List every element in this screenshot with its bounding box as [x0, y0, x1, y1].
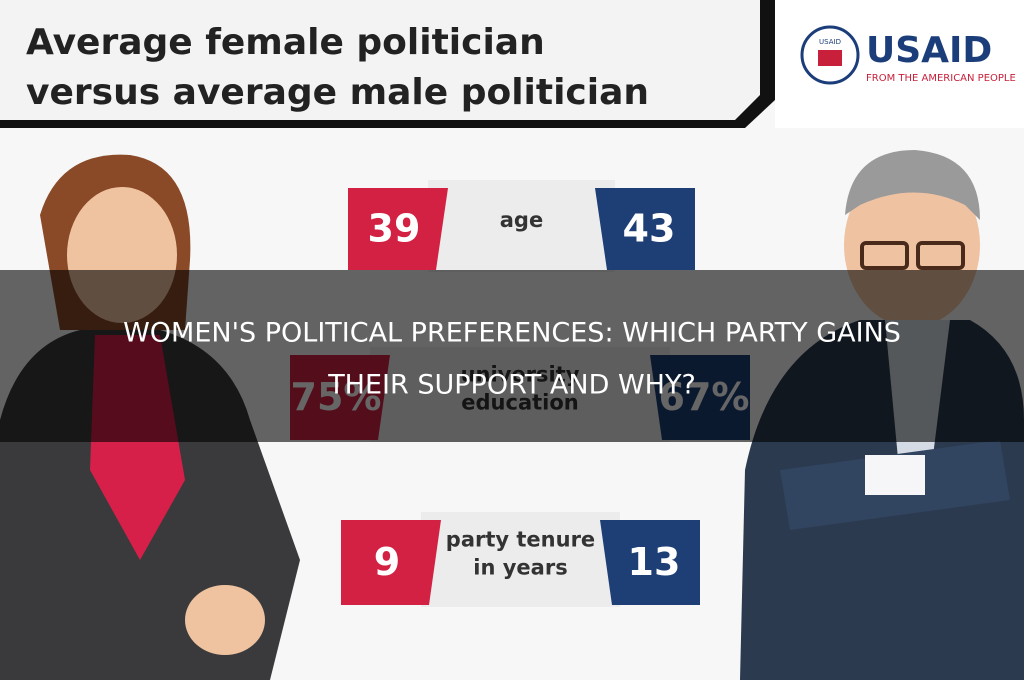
row-label: in years	[473, 556, 567, 580]
left-value: 9	[374, 540, 400, 584]
row-label: party tenure	[446, 528, 595, 552]
label-box	[428, 180, 615, 272]
overlay-band	[0, 270, 1024, 442]
left-box	[341, 520, 441, 605]
row-label: age	[500, 208, 543, 232]
left-box	[348, 188, 448, 270]
logo-seal-stripes	[818, 50, 842, 66]
right-value: 13	[628, 540, 681, 584]
logo-seal-text: USAID	[819, 38, 841, 46]
logo-tagline: FROM THE AMERICAN PEOPLE	[866, 73, 1016, 84]
right-box	[595, 188, 695, 270]
overlay-title: WOMEN'S POLITICAL PREFERENCES: WHICH PAR…	[123, 318, 901, 349]
right-box	[600, 520, 700, 605]
header-title: versus average male politician	[26, 72, 649, 113]
header-box	[0, 0, 760, 120]
label-box	[421, 512, 620, 607]
overlay-title: THEIR SUPPORT AND WHY?	[327, 370, 696, 401]
logo-name: USAID	[866, 30, 992, 71]
right-value: 43	[623, 207, 676, 251]
left-value: 39	[368, 207, 421, 251]
header-title: Average female politician	[26, 22, 545, 63]
